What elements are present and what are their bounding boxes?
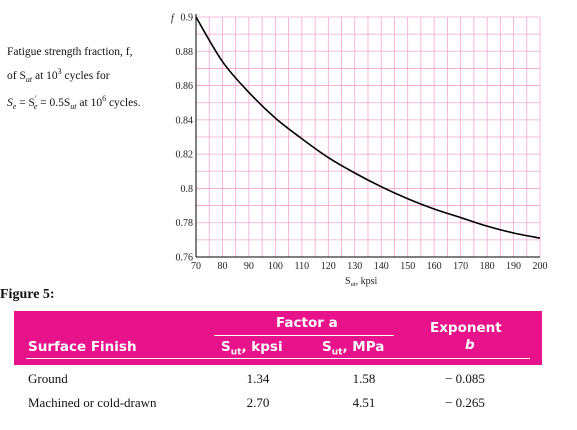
exponent-header: Exponent bbox=[430, 320, 502, 336]
row-2-kpsi: 2.70 bbox=[246, 395, 270, 410]
sut-kpsi-header: Sut, kpsi bbox=[221, 339, 283, 358]
x-tick-label: 140 bbox=[374, 261, 389, 272]
sut-mpa-header: Sut, MPa bbox=[322, 339, 385, 358]
y-tick-label: 0.76 bbox=[176, 253, 194, 264]
y-axis-label: f bbox=[171, 13, 175, 24]
chart-grid bbox=[195, 16, 541, 258]
row-1-finish: Ground bbox=[28, 371, 68, 386]
x-tick-label: 170 bbox=[453, 261, 468, 272]
row-1-kpsi: 1.34 bbox=[246, 371, 270, 386]
y-tick-label: 0.82 bbox=[176, 150, 194, 161]
factor-a-rule bbox=[214, 335, 394, 336]
x-tick-label: 190 bbox=[506, 261, 521, 272]
exponent-b-header: b bbox=[465, 337, 475, 353]
y-tick-label: 0.84 bbox=[176, 115, 194, 126]
fatigue-curve bbox=[195, 16, 541, 239]
table-header: Factor a Exponent b Surface Finish Sut, … bbox=[14, 311, 542, 365]
y-tick-label: 0.88 bbox=[176, 47, 194, 58]
description-line-1: Fatigue strength fraction, f, bbox=[7, 46, 133, 58]
row-2-finish: Machined or cold-drawn bbox=[28, 395, 157, 410]
fatigue-chart: 70 80 90 100 110 120 130 140 150 160 170 180 190 200 … bbox=[171, 13, 548, 289]
y-tick-labels: 0.76 0.78 0.8 0.82 0.84 0.86 0.88 0.9 bbox=[176, 13, 194, 264]
figure-label: Figure 5: bbox=[0, 287, 55, 302]
row-2-exponent: − 0.265 bbox=[445, 395, 485, 410]
y-tick-label: 0.8 bbox=[181, 184, 194, 195]
y-tick-label: 0.86 bbox=[176, 81, 194, 92]
row-2-mpa: 4.51 bbox=[352, 395, 376, 410]
description-line-2: of Sut at 103 cycles for bbox=[7, 67, 110, 85]
x-tick-label: 70 bbox=[191, 261, 201, 272]
x-tick-label: 100 bbox=[268, 261, 283, 272]
x-axis-label: Sut, kpsi bbox=[345, 276, 378, 288]
row-1-exponent: − 0.085 bbox=[445, 371, 485, 386]
y-tick-label: 0.9 bbox=[181, 13, 194, 24]
x-tick-label: 150 bbox=[400, 261, 415, 272]
header-bottom-rule bbox=[26, 358, 530, 359]
x-tick-label: 120 bbox=[321, 261, 336, 272]
factor-a-header: Factor a bbox=[276, 315, 338, 331]
row-1-mpa: 1.58 bbox=[352, 371, 376, 386]
x-tick-label: 200 bbox=[533, 261, 548, 272]
x-tick-label: 90 bbox=[244, 261, 254, 272]
x-tick-labels: 70 80 90 100 110 120 130 140 150 160 170 180 190 200 bbox=[191, 261, 548, 272]
chart-axes bbox=[195, 14, 540, 258]
y-tick-label: 0.78 bbox=[176, 218, 194, 229]
x-tick-label: 110 bbox=[295, 261, 310, 272]
x-tick-label: 130 bbox=[347, 261, 362, 272]
description-line-3: Se = S′e = 0.5Sut at 106 cycles. bbox=[7, 94, 141, 112]
x-tick-label: 80 bbox=[217, 261, 227, 272]
chart-description: Fatigue strength fraction, f, of Sut at … bbox=[7, 43, 141, 116]
x-tick-label: 160 bbox=[427, 261, 442, 272]
surface-finish-header: Surface Finish bbox=[28, 339, 137, 355]
x-tick-label: 180 bbox=[480, 261, 495, 272]
